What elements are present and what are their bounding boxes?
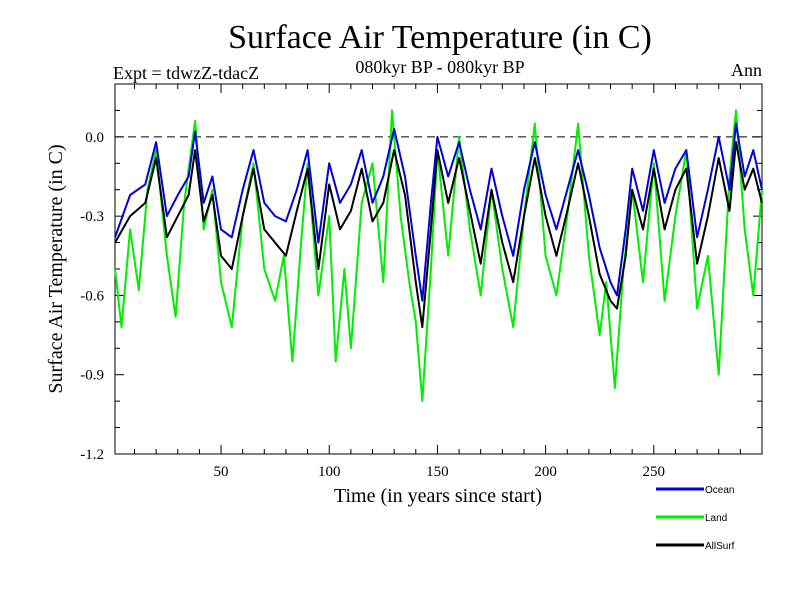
axis-ticks: 50 100 150 200 250 0.0 -0.3 -0.6 -0.9 -1.2: [80, 84, 762, 480]
season-label: Ann: [731, 60, 762, 80]
y-axis-label: Surface Air Temperature (in C): [45, 144, 67, 393]
x-tick-label: 200: [534, 464, 557, 480]
x-tick-label: 50: [214, 464, 229, 480]
series-line-ocean: [114, 122, 763, 302]
x-tick-label: 100: [318, 464, 341, 480]
chart-subtitle: 080kyr BP - 080kyr BP: [355, 57, 524, 77]
legend-label-allsurf: AllSurf: [705, 541, 735, 552]
y-tick-label: -1.2: [80, 447, 104, 463]
y-tick-label: 0.0: [85, 130, 104, 146]
x-axis-label: Time (in years since start): [334, 485, 542, 507]
chart-title: Surface Air Temperature (in C): [228, 19, 652, 56]
series-layer: [114, 109, 763, 403]
legend: Ocean Land AllSurf: [656, 485, 735, 552]
y-tick-label: -0.9: [80, 368, 104, 384]
y-tick-label: -0.6: [80, 288, 104, 304]
series-line-allsurf: [114, 141, 763, 329]
experiment-label: Expt = tdwzZ-tdacZ: [113, 63, 259, 83]
x-tick-label: 250: [643, 464, 666, 480]
legend-label-land: Land: [705, 513, 727, 524]
y-tick-label: -0.3: [80, 209, 104, 225]
legend-label-ocean: Ocean: [705, 485, 734, 496]
x-tick-label: 150: [426, 464, 449, 480]
